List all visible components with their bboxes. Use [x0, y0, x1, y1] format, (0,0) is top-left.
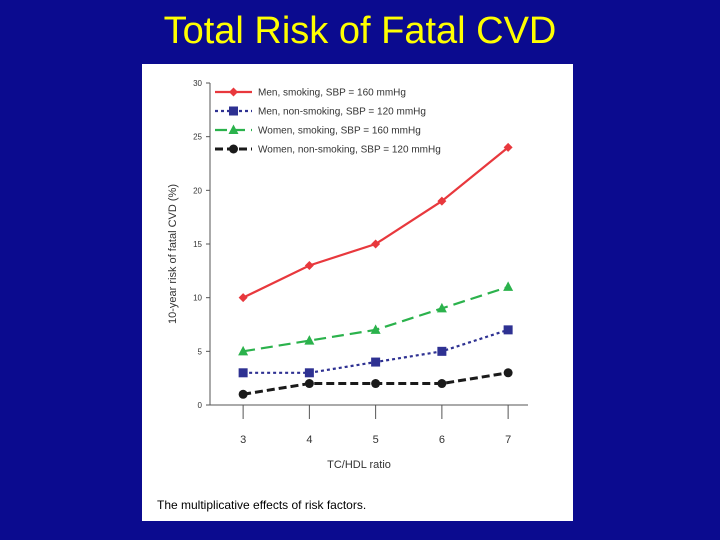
marker-circle: [304, 379, 314, 389]
marker-diamond: [238, 293, 248, 303]
x-tick-label: 4: [306, 434, 312, 446]
marker-diamond: [304, 260, 314, 270]
legend-label: Women, non-smoking, SBP = 120 mmHg: [258, 145, 441, 156]
y-tick-label: 5: [198, 347, 203, 356]
x-axis-label: TC/HDL ratio: [327, 459, 391, 471]
y-tick-label: 10: [193, 294, 202, 303]
y-tick-label: 15: [193, 240, 202, 249]
risk-line-chart: 0 5 10 15 20 25 30 3 4 5 6 7 TC/HDL ratio 10-year ris…: [167, 79, 528, 471]
marker-diamond: [371, 239, 381, 249]
legend-label: Men, smoking, SBP = 160 mmHg: [258, 88, 406, 99]
marker-triangle: [370, 324, 381, 334]
y-tick-label: 25: [193, 133, 202, 142]
series-line-1: [242, 146, 509, 299]
slide-title: Total Risk of Fatal CVD: [163, 10, 557, 52]
x-tick-label: 3: [240, 434, 246, 446]
legend-label: Men, non-smoking, SBP = 120 mmHg: [258, 107, 426, 118]
x-tick-label: 6: [439, 434, 445, 446]
marker-triangle: [503, 281, 514, 291]
marker-diamond: [503, 142, 513, 152]
marker-circle: [503, 368, 513, 378]
y-axis-label: 10-year risk of fatal CVD (%): [167, 184, 179, 324]
y-tick-label: 20: [193, 186, 202, 195]
legend-label: Women, smoking, SBP = 160 mmHg: [258, 126, 421, 137]
y-tick-label: 0: [198, 401, 203, 410]
marker-square: [229, 106, 238, 116]
marker-triangle: [436, 302, 447, 313]
y-tick-label: 30: [193, 79, 202, 88]
marker-triangle: [238, 345, 249, 356]
marker-triangle: [228, 124, 239, 134]
marker-square: [238, 368, 248, 378]
marker-diamond: [229, 87, 238, 97]
x-tick-label: 7: [505, 434, 511, 446]
figure-caption: The multiplicative effects of risk facto…: [157, 498, 367, 512]
marker-square: [304, 368, 314, 378]
marker-square: [437, 346, 447, 356]
marker-circle: [238, 389, 248, 399]
x-tick-label: 5: [373, 434, 379, 446]
marker-square: [503, 325, 513, 335]
figure-panel: 0 5 10 15 20 25 30 3 4 5 6 7 TC/HDL ratio 10-year ris…: [142, 64, 573, 521]
marker-triangle: [304, 335, 315, 345]
marker-diamond: [437, 196, 447, 206]
marker-circle: [437, 379, 447, 389]
marker-square: [371, 357, 381, 367]
marker-circle: [371, 379, 381, 389]
marker-circle: [229, 144, 238, 154]
